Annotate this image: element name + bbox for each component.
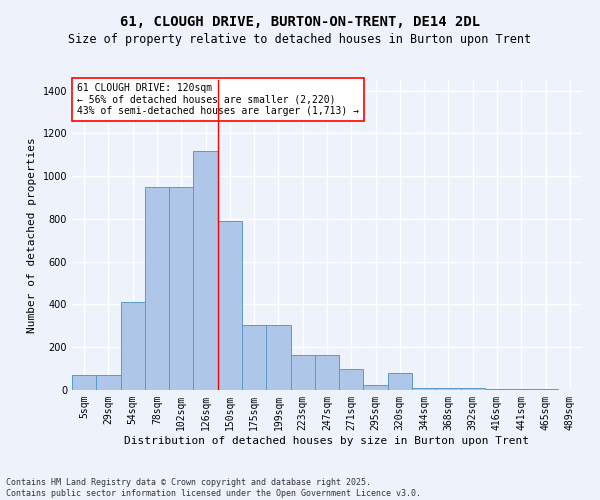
- Bar: [339, 368, 364, 390]
- Bar: [364, 384, 388, 390]
- Bar: [72, 375, 96, 390]
- Bar: [266, 325, 290, 390]
- Bar: [218, 221, 242, 390]
- Bar: [242, 325, 266, 390]
- Bar: [412, 388, 436, 390]
- Text: Contains HM Land Registry data © Crown copyright and database right 2025.
Contai: Contains HM Land Registry data © Crown c…: [6, 478, 421, 498]
- Bar: [315, 354, 339, 390]
- Bar: [96, 375, 121, 390]
- Bar: [436, 388, 461, 390]
- Bar: [290, 354, 315, 390]
- Text: Size of property relative to detached houses in Burton upon Trent: Size of property relative to detached ho…: [68, 32, 532, 46]
- Bar: [145, 187, 169, 390]
- X-axis label: Distribution of detached houses by size in Burton upon Trent: Distribution of detached houses by size …: [125, 436, 530, 446]
- Bar: [169, 187, 193, 390]
- Bar: [193, 150, 218, 390]
- Y-axis label: Number of detached properties: Number of detached properties: [27, 137, 37, 333]
- Bar: [509, 389, 533, 390]
- Bar: [121, 302, 145, 390]
- Bar: [388, 373, 412, 390]
- Bar: [485, 389, 509, 390]
- Bar: [461, 388, 485, 390]
- Text: 61 CLOUGH DRIVE: 120sqm
← 56% of detached houses are smaller (2,220)
43% of semi: 61 CLOUGH DRIVE: 120sqm ← 56% of detache…: [77, 83, 359, 116]
- Text: 61, CLOUGH DRIVE, BURTON-ON-TRENT, DE14 2DL: 61, CLOUGH DRIVE, BURTON-ON-TRENT, DE14 …: [120, 15, 480, 29]
